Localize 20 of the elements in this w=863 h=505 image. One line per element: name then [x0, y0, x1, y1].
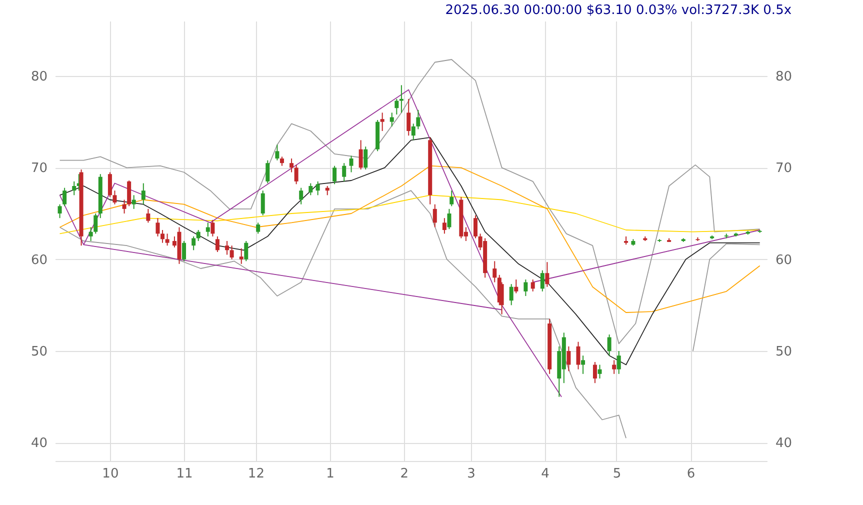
- y2-tick-label: 70: [776, 161, 792, 176]
- x-tick-label: 11: [176, 466, 193, 482]
- y2-tick-label: 50: [776, 344, 792, 360]
- x-tick-label: 6: [686, 466, 696, 482]
- y2-tick-label: 80: [776, 70, 792, 84]
- x-tick-label: 5: [612, 466, 622, 482]
- x-tick-label: 3: [467, 466, 476, 482]
- x-tick-label: 10: [102, 466, 119, 482]
- y-tick-label: 50: [30, 344, 48, 360]
- y-tick-label: 60: [30, 252, 48, 268]
- y2-tick-label: 40: [776, 436, 792, 452]
- y-tick-label: 40: [30, 436, 48, 452]
- y-tick-label: 80: [30, 70, 48, 84]
- x-tick-label: 12: [248, 466, 264, 482]
- chart-title: 2025.06.30 00:00:00 $63.10 0.03% vol:3727.3K 0.5x: [445, 3, 792, 18]
- x-tick-label: 1: [326, 466, 334, 482]
- y2-tick-label: 60: [776, 252, 792, 268]
- y-tick-label: 70: [30, 161, 48, 176]
- x-tick-label: 2: [400, 466, 408, 482]
- x-tick-label: 4: [541, 466, 550, 482]
